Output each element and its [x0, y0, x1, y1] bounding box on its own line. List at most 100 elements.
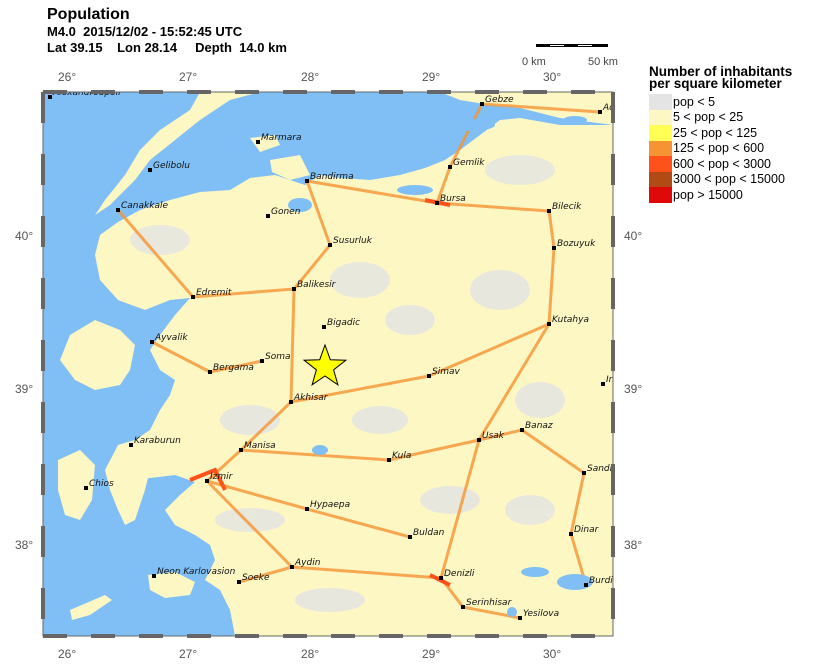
city-label: Ayvalik [154, 333, 188, 343]
legend-swatch [649, 140, 672, 156]
legend-swatch [649, 187, 672, 203]
city-label: Hypaepa [310, 500, 350, 510]
city-label: Dinar [574, 525, 600, 535]
city-label: Serinhisar [466, 598, 513, 608]
city-marker [439, 576, 443, 580]
frame-segment [611, 340, 615, 371]
legend-swatch [649, 109, 672, 125]
frame-segment [427, 90, 451, 94]
city-label: Kutahya [552, 315, 589, 325]
city-marker [290, 565, 294, 569]
frame-segment [379, 90, 403, 94]
city-marker [387, 458, 391, 462]
frame-segment [283, 634, 307, 638]
land-kapidag [270, 155, 310, 180]
legend-swatch [649, 94, 672, 110]
land-island [70, 595, 112, 620]
frame-segment [611, 588, 615, 619]
city-marker [547, 322, 551, 326]
city-marker [116, 208, 120, 212]
city-label: Bigadic [327, 318, 360, 328]
scale-end-label: 50 km [588, 56, 618, 68]
land-chios [58, 450, 95, 520]
lon-tick-bottom: 27° [179, 647, 198, 661]
city-label: Gebze [485, 95, 514, 105]
frame-segment [91, 90, 115, 94]
lon-tick-top: 30° [543, 70, 562, 84]
land-lesbos [60, 320, 135, 390]
legend-title-1: Number of inhabitants [649, 64, 793, 79]
city-marker [150, 340, 154, 344]
frame-segment [41, 340, 45, 371]
city-label: Burdi [589, 576, 613, 586]
frame-segment [427, 634, 451, 638]
map-title: Population [47, 6, 130, 23]
legend-item: 3000 < pop < 15000 [649, 171, 792, 187]
legend-item: 5 < pop < 25 [649, 109, 792, 125]
city-label: Denizli [444, 569, 475, 579]
city-marker [601, 382, 605, 386]
city-marker [427, 374, 431, 378]
legend-label: 25 < pop < 125 [673, 125, 758, 140]
land-anatolia [95, 118, 613, 636]
legend-item: 25 < pop < 125 [649, 125, 792, 141]
city-label: Bursa [440, 194, 466, 204]
city-label: Buldan [413, 528, 445, 538]
frame-segment [611, 92, 615, 123]
frame-segment [331, 90, 355, 94]
city-label: Simav [432, 367, 460, 377]
frame-segment [331, 634, 355, 638]
lon-tick-bottom: 28° [301, 647, 320, 661]
city-marker [552, 246, 556, 250]
city-label: Alexandroupoli [52, 88, 121, 98]
lon-tick-top: 27° [179, 70, 198, 84]
city-label: Bilecik [552, 202, 582, 212]
city-label: Manisa [244, 441, 276, 451]
lat-tick-right: 39° [624, 382, 643, 396]
lat-tick-right: 38° [624, 538, 643, 552]
frame-segment [571, 90, 595, 94]
legend-swatch [649, 125, 672, 141]
scale-start-label: 0 km [522, 56, 546, 68]
land-marmara-island [250, 135, 280, 152]
land-thrace [43, 92, 260, 215]
city-label: Sandi [587, 464, 613, 474]
frame-segment [571, 634, 595, 638]
legend-label: 3000 < pop < 15000 [673, 172, 785, 187]
city-label: Canakkale [121, 201, 168, 211]
low-density-areas [130, 155, 565, 612]
city-label: Gemlik [453, 158, 485, 168]
city-marker [305, 179, 309, 183]
scale-bar [536, 44, 608, 47]
legend-item: pop > 15000 [649, 187, 792, 203]
legend-label: pop < 5 [673, 94, 716, 109]
frame-segment [139, 90, 163, 94]
city-marker [461, 605, 465, 609]
frame-segment [41, 216, 45, 247]
lon-tick-top: 28° [301, 70, 320, 84]
city-label: Neon Karlovasion [157, 567, 236, 577]
city-marker [520, 428, 524, 432]
legend-item: 600 < pop < 3000 [649, 156, 792, 172]
frame-segment [611, 464, 615, 495]
city-marker [84, 486, 88, 490]
city-label: Kula [392, 451, 411, 461]
city-label: Soma [265, 352, 291, 362]
city-label: Gelibolu [153, 161, 190, 171]
city-marker [448, 165, 452, 169]
city-marker [582, 471, 586, 475]
city-label: Soeke [242, 573, 270, 583]
city-label: Aydin [294, 558, 321, 568]
city-label: Balikesir [297, 280, 337, 290]
lat-tick-left: 38° [15, 538, 34, 552]
frame-segment [523, 634, 547, 638]
lat-tick-left: 39° [15, 382, 34, 396]
city-marker [435, 201, 439, 205]
city-marker [208, 370, 212, 374]
city-marker [129, 443, 133, 447]
frame-segment [41, 464, 45, 495]
city-label: In [606, 375, 615, 385]
city-marker [480, 102, 484, 106]
legend-swatch [649, 156, 672, 172]
